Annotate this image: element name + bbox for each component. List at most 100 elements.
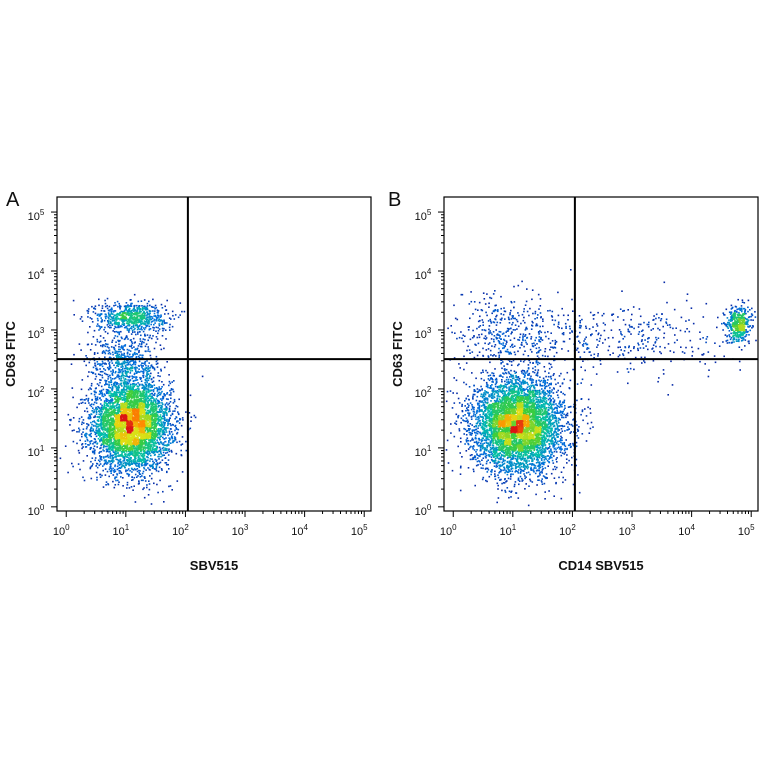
event-dot (144, 446, 147, 449)
event-dot (105, 484, 107, 486)
event-dot (126, 487, 128, 489)
event-dot (153, 430, 155, 432)
event-dot (118, 391, 121, 393)
event-dot (163, 347, 165, 350)
event-dot (151, 421, 154, 423)
event-dot (107, 483, 109, 485)
event-dot (115, 458, 117, 460)
event-dot (104, 474, 107, 476)
event-dot (128, 310, 130, 312)
event-dot (102, 350, 105, 352)
event-dot (152, 415, 154, 417)
event-dot (141, 415, 144, 417)
event-dot (86, 426, 88, 428)
event-dot (110, 399, 113, 402)
event-dot (131, 391, 134, 394)
event-dot (153, 347, 156, 350)
event-dot (96, 323, 99, 325)
event-dot (133, 403, 136, 405)
event-dot (94, 362, 96, 365)
event-dot (116, 362, 119, 364)
event-dot (185, 449, 188, 452)
event-dot (111, 374, 114, 376)
event-dot (164, 417, 166, 419)
event-dot (110, 446, 113, 448)
event-dot (124, 400, 127, 402)
event-dot (145, 418, 148, 421)
event-dot (101, 344, 104, 346)
event-dot (108, 413, 111, 415)
event-dot (140, 479, 143, 482)
event-dot (128, 309, 130, 311)
event-dot (96, 352, 99, 354)
event-dot (149, 441, 151, 444)
event-dot (118, 408, 121, 410)
event-dot (124, 389, 127, 391)
event-dot (133, 328, 135, 331)
event-dot (123, 495, 125, 497)
event-dot (129, 311, 132, 313)
event-dot (136, 304, 138, 307)
event-dot (140, 300, 143, 302)
event-dot (114, 449, 117, 452)
event-dot (109, 442, 111, 445)
event-dot (133, 406, 135, 409)
event-dot (114, 464, 116, 466)
event-dot (159, 419, 162, 422)
event-dot (69, 419, 71, 421)
event-dot (138, 305, 140, 307)
event-dot (138, 469, 140, 472)
event-dot (128, 473, 131, 476)
event-dot (113, 438, 115, 440)
event-dot (120, 466, 123, 469)
event-dot (146, 318, 148, 321)
event-dot (122, 462, 125, 465)
event-dot (107, 352, 110, 355)
event-dot (109, 396, 112, 399)
event-dot (106, 430, 108, 433)
event-dot (148, 323, 150, 325)
event-dot (107, 332, 109, 335)
event-dot (128, 349, 130, 352)
event-dot (121, 454, 124, 457)
event-dot (123, 455, 126, 458)
event-dot (161, 424, 164, 426)
event-dot (107, 312, 110, 314)
event-dot (131, 476, 133, 478)
event-dot (113, 382, 115, 385)
event-dot (125, 388, 128, 390)
event-dot (180, 424, 183, 427)
event-dot (90, 477, 93, 480)
event-dot (99, 414, 102, 417)
event-dot (114, 397, 116, 400)
event-dot (137, 321, 140, 324)
event-dot (96, 466, 99, 469)
event-dot (123, 349, 125, 351)
event-dot (114, 484, 117, 486)
event-dot (156, 394, 159, 396)
event-dot (102, 427, 104, 430)
event-dot (102, 449, 104, 451)
event-dot (142, 312, 144, 315)
event-dot (81, 379, 84, 381)
event-dot (136, 387, 139, 390)
event-dot (154, 458, 157, 461)
event-dot (141, 316, 143, 319)
event-dot (154, 304, 157, 307)
event-dot (99, 313, 102, 315)
event-dot (131, 325, 133, 328)
event-dot (156, 462, 159, 464)
event-dot (136, 307, 138, 309)
event-dot (116, 335, 119, 338)
event-dot (160, 314, 162, 316)
event-dot (166, 445, 168, 447)
event-dot (116, 365, 118, 367)
event-dot (137, 328, 140, 330)
event-dot (157, 332, 159, 335)
event-dot (169, 410, 171, 412)
event-dot (129, 299, 132, 301)
event-dot (135, 361, 137, 364)
event-dot (141, 386, 144, 389)
event-dot (164, 448, 166, 450)
event-dot (123, 389, 125, 391)
